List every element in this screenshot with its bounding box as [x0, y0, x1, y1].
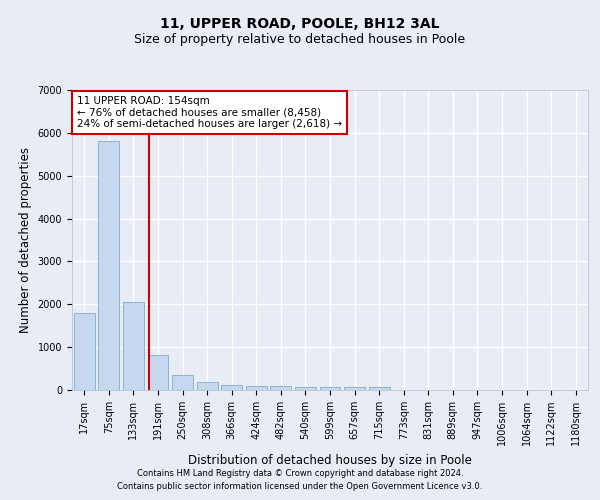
- X-axis label: Distribution of detached houses by size in Poole: Distribution of detached houses by size …: [188, 454, 472, 466]
- Bar: [295, 387, 316, 390]
- Bar: [74, 313, 95, 390]
- Bar: [271, 386, 292, 390]
- Bar: [344, 388, 365, 390]
- Text: 11 UPPER ROAD: 154sqm
← 76% of detached houses are smaller (8,458)
24% of semi-d: 11 UPPER ROAD: 154sqm ← 76% of detached …: [77, 96, 342, 129]
- Text: Size of property relative to detached houses in Poole: Size of property relative to detached ho…: [134, 32, 466, 46]
- Bar: [368, 388, 389, 390]
- Bar: [123, 302, 144, 390]
- Bar: [197, 382, 218, 390]
- Y-axis label: Number of detached properties: Number of detached properties: [19, 147, 32, 333]
- Bar: [246, 386, 267, 390]
- Text: 11, UPPER ROAD, POOLE, BH12 3AL: 11, UPPER ROAD, POOLE, BH12 3AL: [160, 18, 440, 32]
- Text: Contains HM Land Registry data © Crown copyright and database right 2024.: Contains HM Land Registry data © Crown c…: [137, 468, 463, 477]
- Bar: [98, 142, 119, 390]
- Text: Contains public sector information licensed under the Open Government Licence v3: Contains public sector information licen…: [118, 482, 482, 491]
- Bar: [221, 386, 242, 390]
- Bar: [172, 376, 193, 390]
- Bar: [320, 388, 340, 390]
- Bar: [148, 355, 169, 390]
